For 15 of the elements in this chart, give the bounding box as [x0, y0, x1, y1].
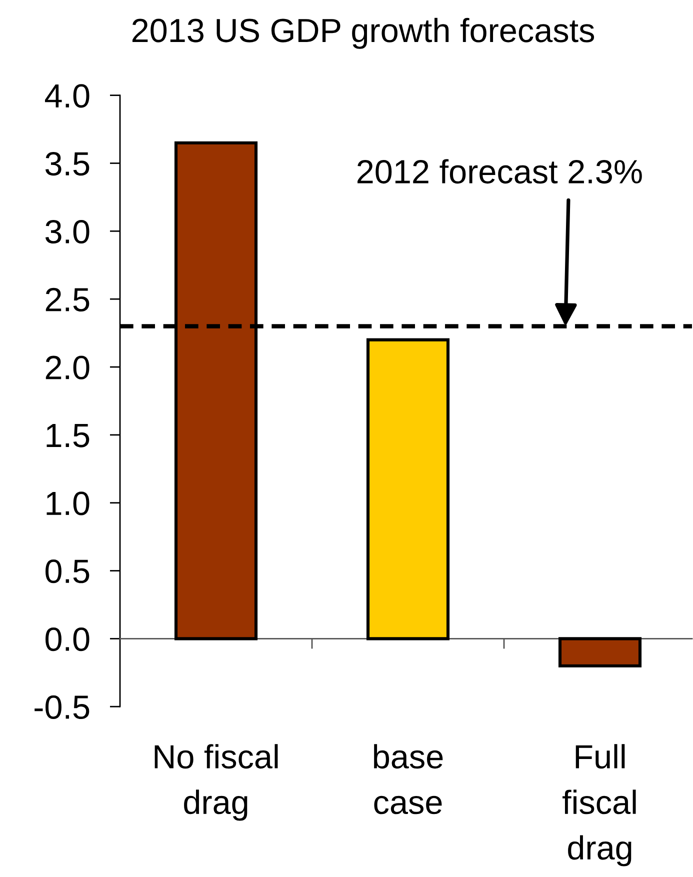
y-tick-label: -0.5: [34, 695, 90, 720]
ref-line-label: 2012 forecast 2.3%: [358, 159, 642, 184]
y-tick-label: 2.0: [46, 356, 90, 380]
y-tick-label: 0.0: [46, 627, 90, 652]
y-tick-label: 4.0: [44, 84, 90, 108]
y-tick-label: 0.5: [46, 560, 90, 584]
x-tick-label: Full fiscal drag: [562, 744, 636, 866]
y-tick-label: 3.0: [45, 220, 90, 244]
chart-title: 2013 US GDP growth forecasts: [132, 18, 594, 49]
x-tick-label: base case: [374, 744, 443, 814]
y-tick-label: 2.5: [46, 288, 90, 312]
y-tick-label: 1.5: [46, 424, 90, 448]
x-tick-label: No fiscal drag: [154, 744, 278, 821]
y-tick-label: 1.0: [46, 492, 90, 516]
y-tick-label: 3.5: [45, 152, 90, 176]
